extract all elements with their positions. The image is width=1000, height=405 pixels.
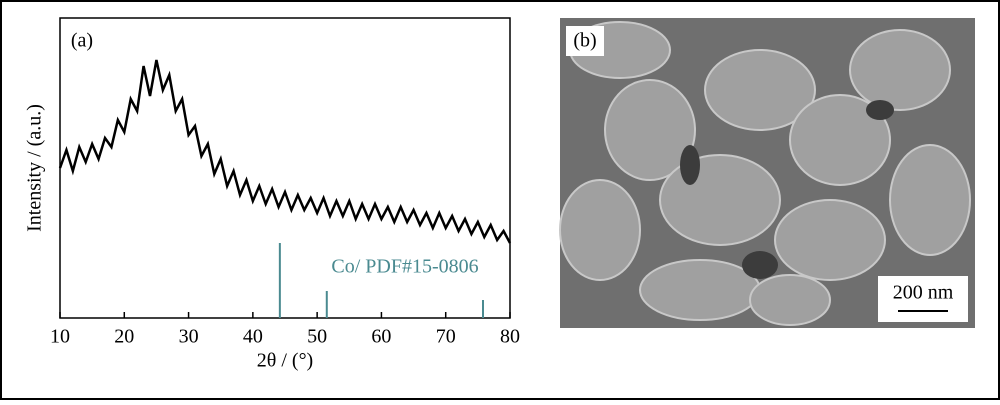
- x-tick-label: 60: [371, 326, 391, 348]
- panel-label: (b): [573, 30, 596, 52]
- y-axis-label: Intensity / (a.u.): [24, 104, 46, 232]
- x-tick-label: 50: [307, 326, 327, 348]
- x-tick-label: 10: [50, 326, 70, 348]
- x-tick-label: 20: [114, 326, 134, 348]
- x-tick-label: 70: [436, 326, 456, 348]
- x-tick-label: 80: [500, 326, 520, 348]
- scale-bar-label: 200 nm: [893, 282, 954, 304]
- data-line: [58, 59, 512, 244]
- x-axis-label: 2θ / (°): [257, 350, 313, 372]
- x-tick-label: 30: [179, 326, 199, 348]
- panel-label: (a): [71, 30, 93, 52]
- reference-label: Co/ PDF#15-0806: [331, 256, 478, 278]
- x-tick-label: 40: [243, 326, 263, 348]
- sem-image: [559, 18, 975, 328]
